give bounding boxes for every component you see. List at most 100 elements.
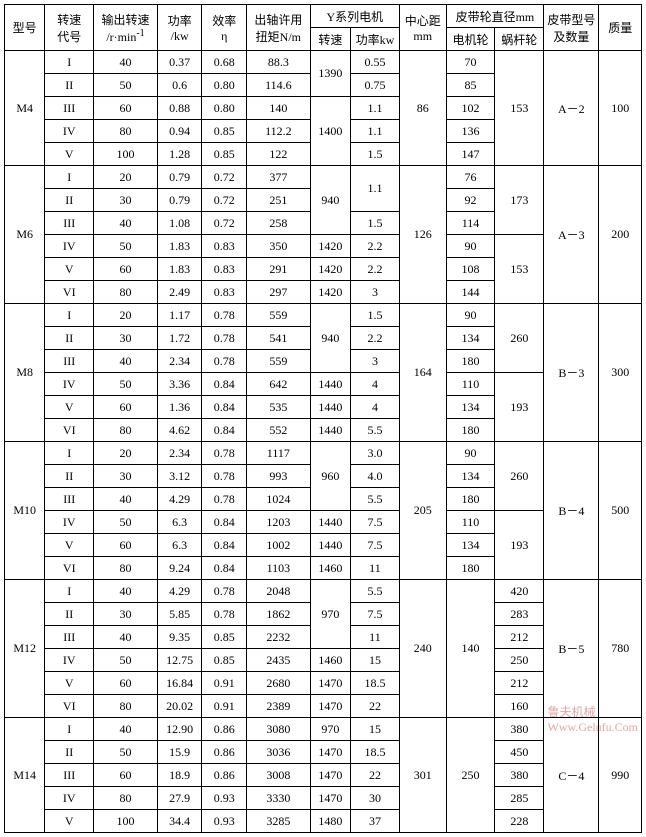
cell-yspeed: 1460 <box>310 557 350 580</box>
cell-model: M4 <box>5 51 45 166</box>
spec-table: 型号转速代号输出转速/r·min-1功率/kw效率η出轴许用扭矩N/mY系列电机… <box>4 4 642 833</box>
cell-yspeed: 1390 <box>310 51 350 97</box>
cell-power: 0.79 <box>157 166 202 189</box>
cell-ypower: 22 <box>351 764 400 787</box>
cell-power: 34.4 <box>157 810 202 833</box>
cell-center: 240 <box>399 580 446 718</box>
cell-ypower: 11 <box>351 626 400 649</box>
cell-eff: 0.78 <box>202 488 247 511</box>
cell-ypower: 7.5 <box>351 603 400 626</box>
cell-eff: 0.86 <box>202 718 247 741</box>
cell-out: 30 <box>94 603 158 626</box>
cell-ypower: 3.0 <box>351 442 400 465</box>
cell-code: V <box>45 143 94 166</box>
hdr-speed-code: 转速代号 <box>45 5 94 51</box>
cell-power: 0.79 <box>157 189 202 212</box>
cell-ypower: 4 <box>351 373 400 396</box>
cell-pm: 85 <box>446 74 495 97</box>
cell-out: 60 <box>94 672 158 695</box>
cell-yspeed: 1460 <box>310 649 350 672</box>
cell-power: 3.12 <box>157 465 202 488</box>
cell-wm: 193 <box>495 373 544 442</box>
cell-power: 3.36 <box>157 373 202 396</box>
cell-ypower: 2.2 <box>351 235 400 258</box>
cell-eff: 0.91 <box>202 672 247 695</box>
cell-torque: 1002 <box>247 534 311 557</box>
cell-yspeed: 1420 <box>310 235 350 258</box>
cell-torque: 1862 <box>247 603 311 626</box>
cell-yspeed: 1420 <box>310 258 350 281</box>
hdr-center-dist: 中心距mm <box>399 5 446 51</box>
hdr-pulley-motor: 电机轮 <box>446 28 495 51</box>
cell-torque: 251 <box>247 189 311 212</box>
cell-power: 9.24 <box>157 557 202 580</box>
cell-power: 1.28 <box>157 143 202 166</box>
cell-yspeed: 940 <box>310 304 350 373</box>
hdr-y-motor: Y系列电机 <box>310 5 399 28</box>
cell-belt: B－5 <box>544 580 599 718</box>
cell-power: 1.17 <box>157 304 202 327</box>
cell-model: M6 <box>5 166 45 304</box>
cell-model: M10 <box>5 442 45 580</box>
cell-power: 2.34 <box>157 350 202 373</box>
cell-code: I <box>45 718 94 741</box>
cell-mass: 300 <box>599 304 642 442</box>
cell-mass: 780 <box>599 580 642 718</box>
cell-ypower: 1.1 <box>351 120 400 143</box>
cell-ypower: 3 <box>351 350 400 373</box>
table-row: M8I201.170.785599401.516490260B－3300 <box>5 304 642 327</box>
cell-ypower: 4 <box>351 396 400 419</box>
cell-pm: 102 <box>446 97 495 120</box>
cell-power: 0.88 <box>157 97 202 120</box>
cell-ypower: 1.5 <box>351 304 400 327</box>
cell-torque: 1103 <box>247 557 311 580</box>
cell-out: 50 <box>94 741 158 764</box>
cell-yspeed: 1480 <box>310 810 350 833</box>
cell-power: 0.94 <box>157 120 202 143</box>
hdr-output-speed: 输出转速/r·min-1 <box>94 5 158 51</box>
cell-out: 50 <box>94 373 158 396</box>
cell-eff: 0.84 <box>202 557 247 580</box>
cell-belt: A－3 <box>544 166 599 304</box>
cell-mass: 990 <box>599 718 642 833</box>
cell-code: IV <box>45 511 94 534</box>
cell-pm: 108 <box>446 258 495 281</box>
cell-power: 5.85 <box>157 603 202 626</box>
cell-out: 80 <box>94 557 158 580</box>
cell-code: III <box>45 350 94 373</box>
cell-out: 80 <box>94 281 158 304</box>
cell-code: IV <box>45 373 94 396</box>
cell-out: 20 <box>94 304 158 327</box>
cell-power: 18.9 <box>157 764 202 787</box>
cell-torque: 3330 <box>247 787 311 810</box>
cell-yspeed: 1470 <box>310 741 350 764</box>
cell-eff: 0.83 <box>202 235 247 258</box>
cell-out: 50 <box>94 235 158 258</box>
cell-out: 80 <box>94 419 158 442</box>
cell-code: I <box>45 166 94 189</box>
cell-torque: 114.6 <box>247 74 311 97</box>
cell-code: I <box>45 304 94 327</box>
cell-pm: 90 <box>446 235 495 258</box>
cell-eff: 0.84 <box>202 396 247 419</box>
cell-eff: 0.78 <box>202 304 247 327</box>
cell-wm: 450 <box>495 741 544 764</box>
cell-power: 20.02 <box>157 695 202 718</box>
cell-out: 80 <box>94 120 158 143</box>
cell-pm: 76 <box>446 166 495 189</box>
table-row: M10I202.340.7811179603.020590260B－4500 <box>5 442 642 465</box>
cell-wm: 420 <box>495 580 544 603</box>
cell-torque: 297 <box>247 281 311 304</box>
cell-out: 60 <box>94 534 158 557</box>
cell-torque: 2048 <box>247 580 311 603</box>
cell-wm: 260 <box>495 304 544 373</box>
table-row: M4I400.370.6888.313900.558670153A－2100 <box>5 51 642 74</box>
cell-torque: 1203 <box>247 511 311 534</box>
cell-eff: 0.84 <box>202 534 247 557</box>
cell-eff: 0.85 <box>202 649 247 672</box>
cell-wm: 153 <box>495 235 544 304</box>
cell-pm: 180 <box>446 557 495 580</box>
cell-code: IV <box>45 787 94 810</box>
cell-eff: 0.72 <box>202 166 247 189</box>
cell-code: III <box>45 97 94 120</box>
